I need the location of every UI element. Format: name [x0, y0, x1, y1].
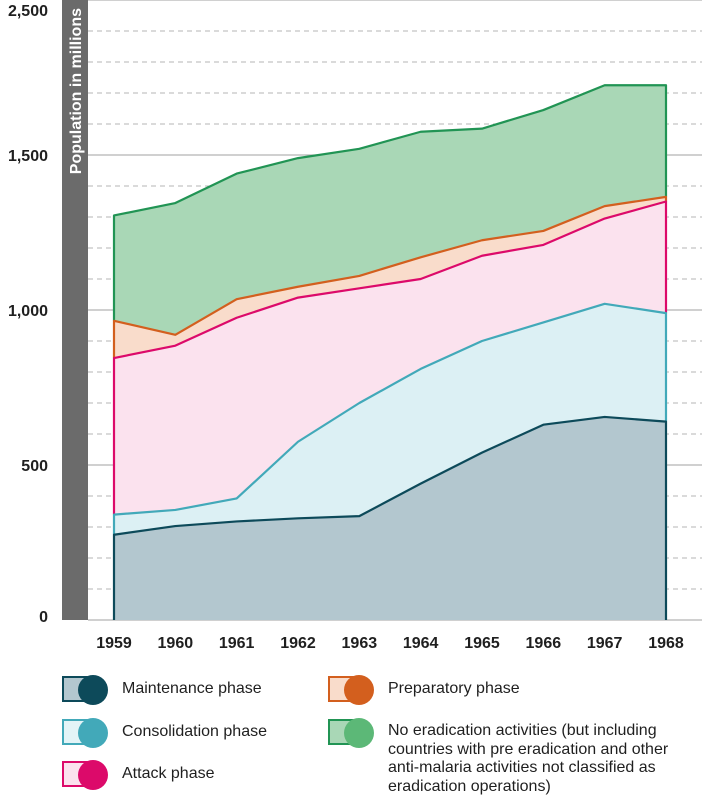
- x-tick-label: 1963: [342, 635, 378, 652]
- legend-item-maintenance: Maintenance phase: [62, 675, 262, 705]
- legend-label-no-eradication-line-3: anti-malaria activities not classified a…: [388, 759, 656, 776]
- maintenance-swatch-dot: [78, 675, 108, 705]
- x-tick-label: 1968: [648, 635, 684, 652]
- legend-item-consolidation: Consolidation phase: [62, 718, 267, 748]
- no-eradication-swatch: [328, 718, 374, 748]
- legend-label-no-eradication: No eradication activities (but including…: [388, 718, 668, 796]
- x-tick-label: 1965: [464, 635, 500, 652]
- line-layer: [112, 84, 668, 620]
- maintenance-swatch: [62, 675, 108, 705]
- attack-swatch: [62, 760, 108, 790]
- y-tick-label: 2,500: [8, 3, 48, 20]
- no-eradication-swatch-dot: [344, 718, 374, 748]
- preparatory-swatch-dot: [344, 675, 374, 705]
- axis-layer: Population in millions 0 500 1,000 1,500 2,50…: [8, 0, 684, 652]
- x-tick-label: 1964: [403, 635, 439, 652]
- series-line-preparatory: [112, 195, 668, 359]
- x-tick-label: 1960: [158, 635, 194, 652]
- y-tick-label: 1,500: [8, 148, 48, 165]
- x-tick-label: 1961: [219, 635, 255, 652]
- consolidation-swatch-dot: [78, 718, 108, 748]
- legend-item-attack: Attack phase: [62, 760, 215, 790]
- series-line-attack: [112, 200, 668, 515]
- attack-swatch-dot: [78, 760, 108, 790]
- area-maintenance: [114, 416, 666, 620]
- x-tick-label: 1967: [587, 635, 623, 652]
- series-line-maintenance: [112, 415, 668, 620]
- x-tick-label: 1962: [280, 635, 316, 652]
- series-line-none: [112, 84, 668, 321]
- y-tick-label: 0: [39, 609, 48, 626]
- legend-label-no-eradication-line-4: eradication operations): [388, 777, 551, 795]
- area-layer: [114, 85, 666, 620]
- y-tick-label: 1,000: [8, 303, 48, 320]
- legend-label-attack: Attack phase: [122, 765, 215, 782]
- x-tick-label: 1966: [526, 635, 562, 652]
- x-tick-label: 1959: [96, 635, 132, 652]
- legend-label-no-eradication-line-2: countries with pre eradication and other: [388, 740, 669, 758]
- series-line-consolidation: [112, 302, 668, 535]
- legend-label-consolidation: Consolidation phase: [122, 723, 267, 740]
- legend-label-preparatory: Preparatory phase: [388, 680, 520, 697]
- legend-label-no-eradication-line-1: No eradication activities (but including: [388, 722, 657, 739]
- legend-label-maintenance: Maintenance phase: [122, 680, 262, 697]
- legend-item-no-eradication: No eradication activities (but including…: [328, 718, 668, 796]
- y-tick-label: 500: [21, 458, 48, 475]
- legend-item-preparatory: Preparatory phase: [328, 675, 520, 705]
- preparatory-swatch: [328, 675, 374, 705]
- y-axis-label: Population in millions: [68, 8, 85, 174]
- y-axis-band: [62, 0, 88, 620]
- consolidation-swatch: [62, 718, 108, 748]
